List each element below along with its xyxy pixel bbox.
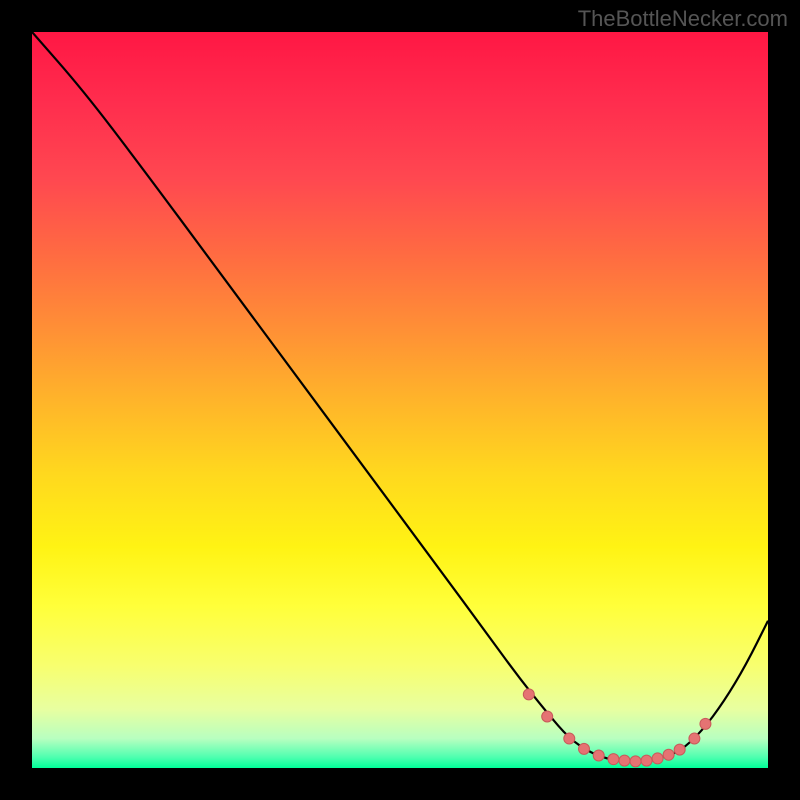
marker-dot: [608, 754, 619, 765]
watermark-text: TheBottleNecker.com: [578, 6, 788, 32]
marker-dot: [619, 755, 630, 766]
bottleneck-curve: [32, 32, 768, 768]
marker-dot: [542, 711, 553, 722]
marker-dot: [689, 733, 700, 744]
marker-dot: [663, 749, 674, 760]
marker-dot: [630, 756, 641, 767]
marker-dot: [674, 744, 685, 755]
plot-area: [32, 32, 768, 768]
marker-dot: [564, 733, 575, 744]
marker-dot: [641, 755, 652, 766]
curve-line: [32, 32, 768, 762]
marker-dot: [652, 753, 663, 764]
marker-dot: [579, 743, 590, 754]
marker-dot: [593, 750, 604, 761]
marker-dot: [700, 718, 711, 729]
curve-markers: [523, 689, 711, 767]
marker-dot: [523, 689, 534, 700]
